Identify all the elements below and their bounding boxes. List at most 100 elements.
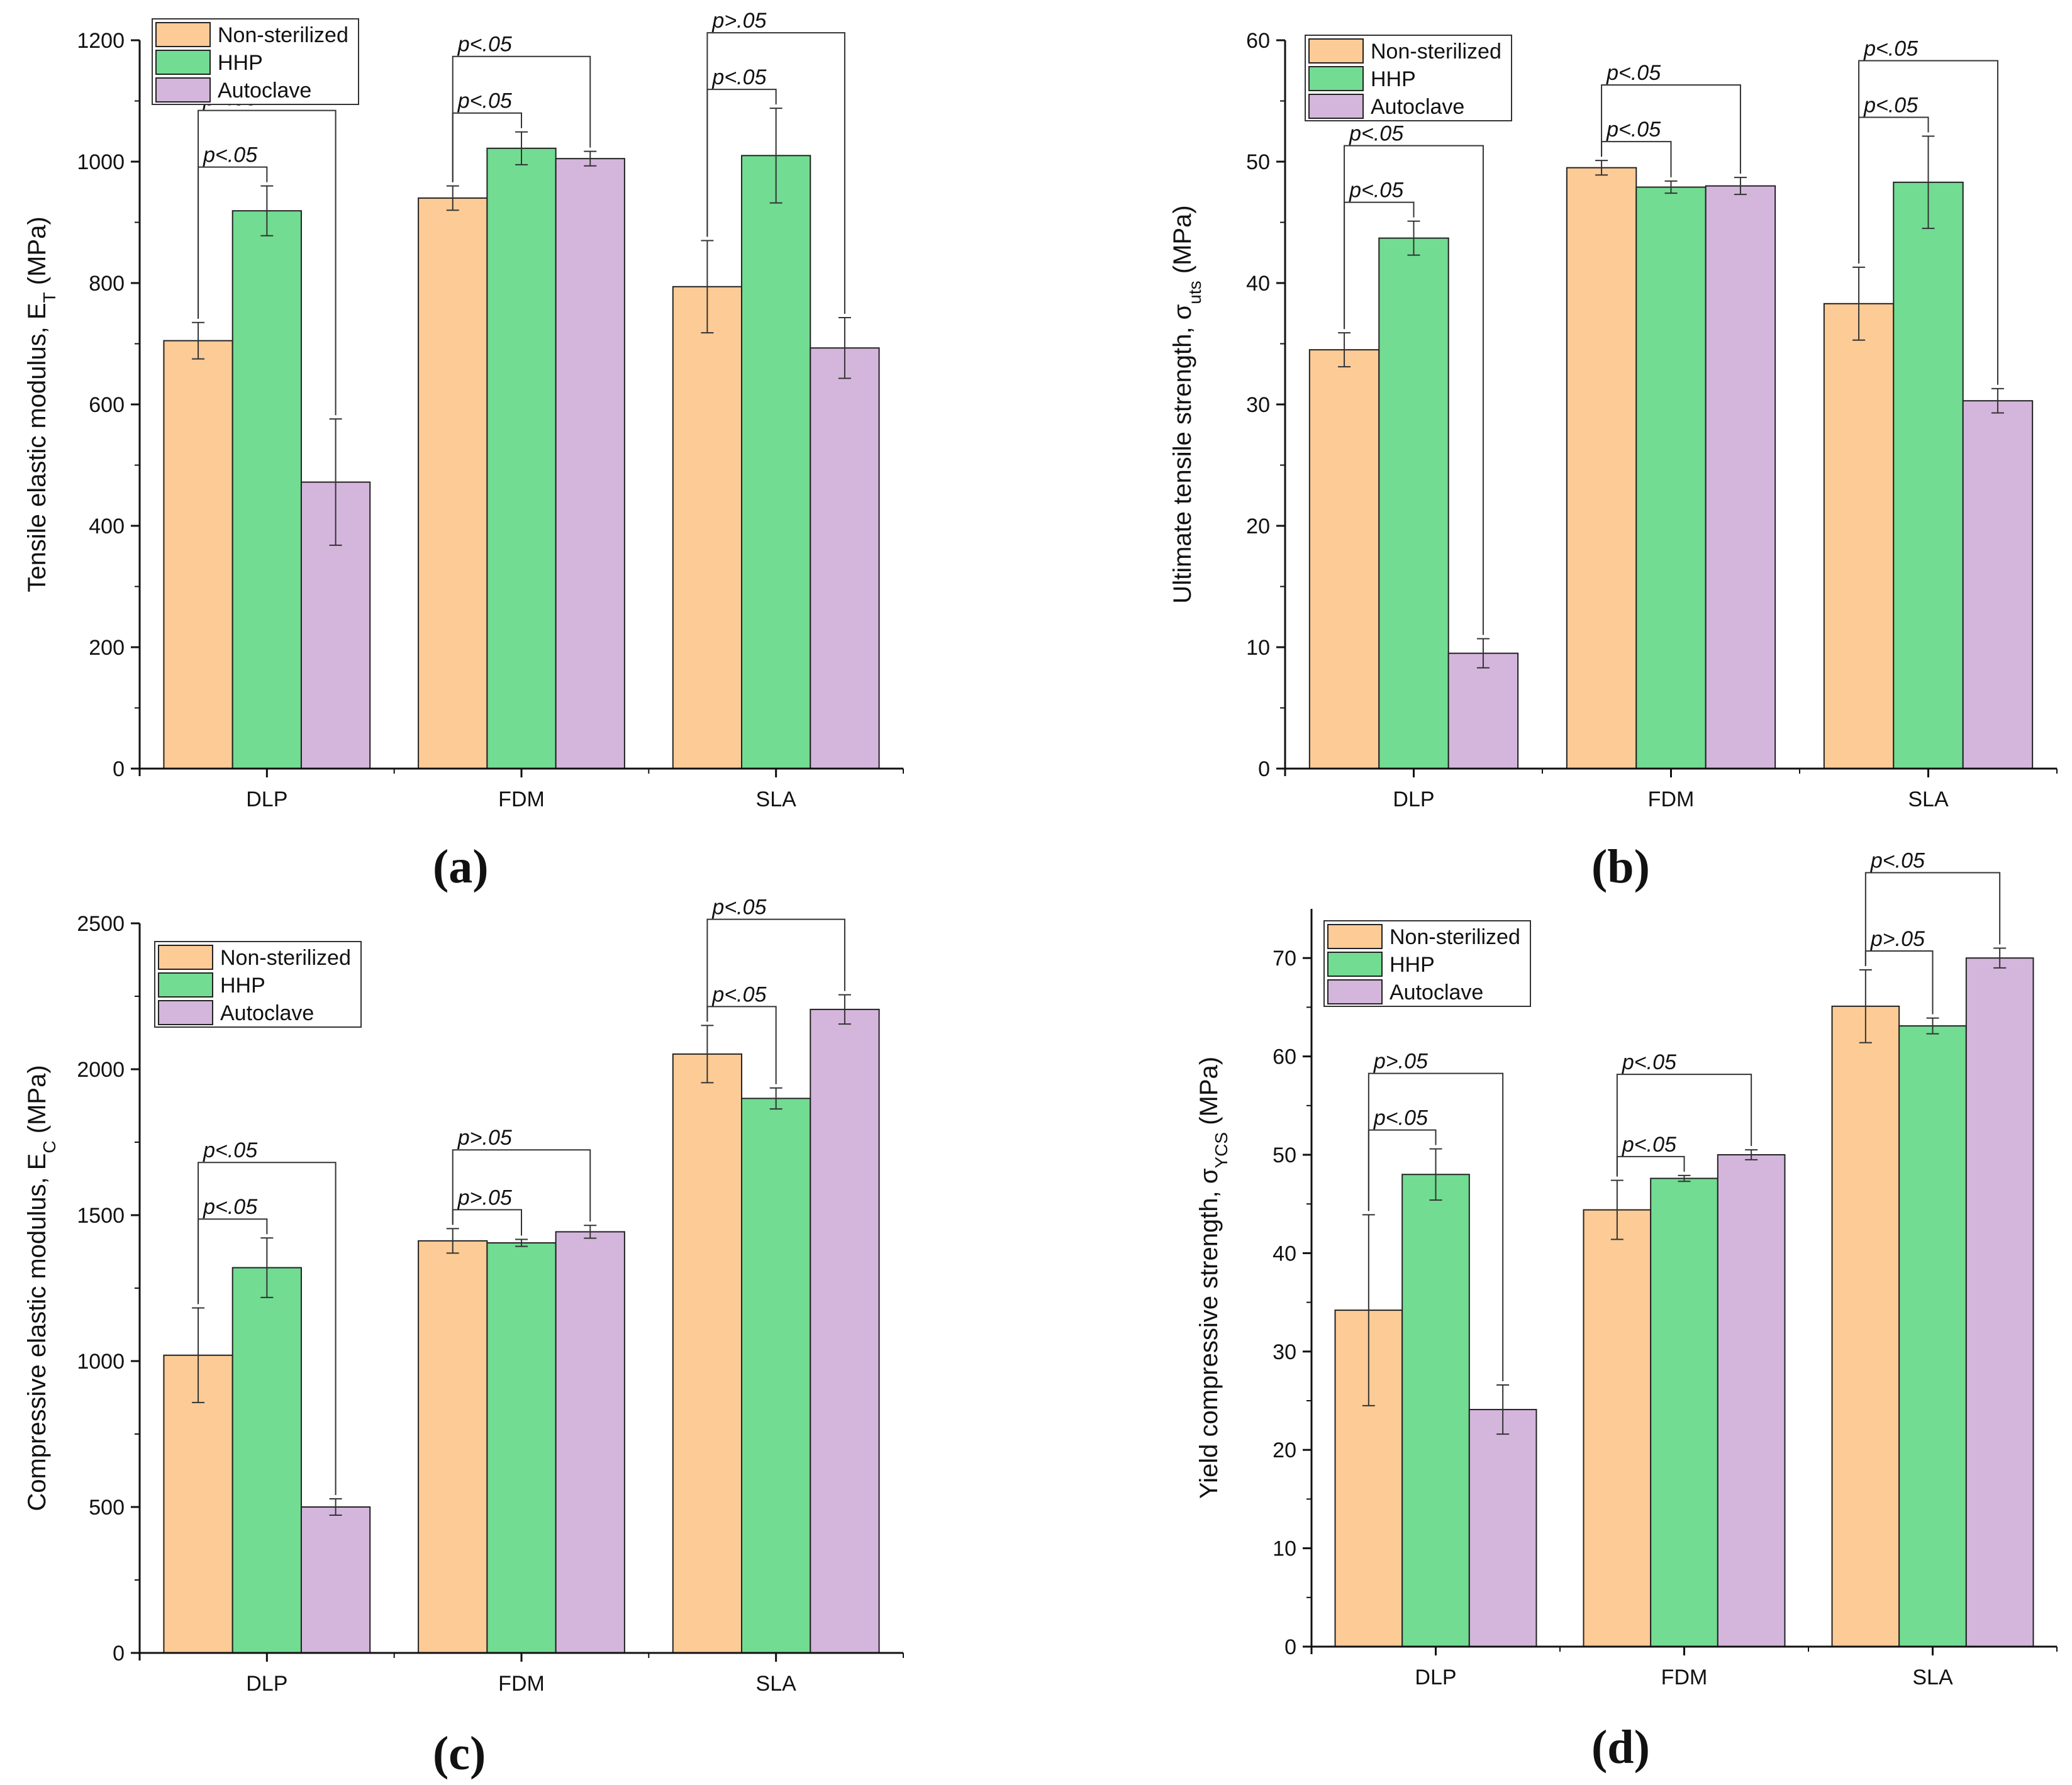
x-tick-label-dlp: DLP bbox=[246, 1672, 287, 1696]
bracket-line bbox=[452, 1149, 591, 1225]
bar-hhp-fdm bbox=[486, 1242, 557, 1654]
error-bar-non-sterilized-sla bbox=[701, 1025, 714, 1084]
legend: Non-sterilized HHP Autoclave bbox=[1323, 920, 1531, 1007]
legend-swatch-non-sterilized bbox=[1308, 38, 1364, 64]
bar-non-sterilized-fdm bbox=[418, 1240, 488, 1654]
error-bar-hhp-dlp bbox=[260, 185, 274, 236]
bracket-line bbox=[198, 1162, 337, 1496]
y-tick-label: 0 bbox=[113, 1642, 125, 1665]
legend: Non-sterilized HHP Autoclave bbox=[1305, 35, 1512, 121]
y-tick-label: 30 bbox=[1273, 1340, 1296, 1364]
panel-label-c: (c) bbox=[433, 1727, 486, 1780]
y-axis-label: Yield compressive strength, σYCS (MPa) bbox=[1195, 1057, 1231, 1499]
y-tick-label: 30 bbox=[1246, 393, 1270, 417]
bracket-line bbox=[1864, 950, 1934, 1015]
y-tick-label: 60 bbox=[1273, 1045, 1296, 1069]
significance-label: p<.05 bbox=[1606, 61, 1661, 85]
bar-non-sterilized-sla bbox=[672, 1053, 743, 1654]
bar-autoclave-sla bbox=[810, 1008, 880, 1654]
panel-label-b: (b) bbox=[1591, 840, 1650, 893]
error-bar-hhp-sla bbox=[1926, 1017, 1939, 1035]
axes bbox=[1278, 40, 2057, 776]
significance-bracket-dlp-2 bbox=[1367, 1072, 1504, 1381]
significance-bracket-dlp-2 bbox=[1344, 145, 1484, 635]
panel-label-d: (d) bbox=[1591, 1721, 1650, 1774]
error-bar-hhp-sla bbox=[1922, 135, 1935, 230]
y-tick-label: 50 bbox=[1273, 1143, 1296, 1167]
legend-swatch-autoclave bbox=[155, 77, 211, 103]
bar-hhp-sla bbox=[1893, 181, 1964, 769]
x-tick-label-dlp: DLP bbox=[1393, 787, 1434, 811]
error-bar-non-sterilized-sla bbox=[1859, 969, 1872, 1043]
bar-non-sterilized-sla bbox=[1831, 1005, 1900, 1648]
y-tick-label: 10 bbox=[1273, 1537, 1296, 1561]
significance-label: p>.05 bbox=[1373, 1050, 1428, 1074]
chart-panel-c: p<.05 p<.05 p>.05 p>.05 p<.05 p<.05 0 500 1000 15… bbox=[23, 896, 904, 1696]
y-tick-label: 1500 bbox=[77, 1204, 125, 1228]
legend-label-non-sterilized: Non-sterilized bbox=[1371, 40, 1501, 64]
legend: Non-sterilized HHP Autoclave bbox=[152, 18, 359, 105]
error-bar-hhp-dlp bbox=[260, 1237, 274, 1298]
error-bar-non-sterilized-sla bbox=[1852, 266, 1866, 341]
y-tick-label: 800 bbox=[89, 272, 125, 296]
x-tick-label-sla: SLA bbox=[756, 787, 797, 811]
error-bar-autoclave-fdm bbox=[584, 1225, 597, 1239]
significance-label: p<.05 bbox=[711, 896, 766, 920]
error-bar-hhp-dlp bbox=[1429, 1148, 1442, 1201]
bar-non-sterilized-sla bbox=[672, 286, 743, 770]
bar-autoclave-fdm bbox=[555, 1231, 625, 1654]
legend-swatch-autoclave bbox=[1327, 979, 1383, 1004]
y-tick-label: 70 bbox=[1273, 947, 1296, 970]
error-bar-autoclave-fdm bbox=[1734, 177, 1747, 196]
bar-hhp-fdm bbox=[1635, 186, 1707, 769]
bracket-line bbox=[1601, 84, 1741, 174]
axes bbox=[132, 923, 903, 1660]
significance-bracket-sla-2 bbox=[1864, 872, 2001, 966]
legend-label-non-sterilized: Non-sterilized bbox=[218, 23, 348, 47]
bar-hhp-sla bbox=[741, 155, 811, 770]
error-bar-autoclave-sla bbox=[838, 994, 851, 1025]
y-tick-label: 400 bbox=[89, 514, 125, 538]
bracket-line bbox=[706, 32, 845, 314]
error-bar-non-sterilized-dlp bbox=[1362, 1214, 1375, 1406]
x-tick-label-fdm: FDM bbox=[1661, 1665, 1708, 1689]
legend-swatch-non-sterilized bbox=[155, 22, 211, 47]
y-tick-label: 0 bbox=[113, 757, 125, 781]
legend-label-autoclave: Autoclave bbox=[218, 79, 311, 103]
bar-hhp-fdm bbox=[486, 147, 557, 769]
significance-bracket-fdm-2 bbox=[1616, 1074, 1752, 1177]
significance-bracket-dlp-2 bbox=[198, 1162, 337, 1496]
legend-swatch-non-sterilized bbox=[158, 945, 213, 970]
y-tick-label: 50 bbox=[1246, 150, 1270, 174]
axes bbox=[132, 40, 903, 776]
x-tick-label-fdm: FDM bbox=[1648, 787, 1695, 811]
bar-autoclave-fdm bbox=[1717, 1154, 1786, 1647]
error-bar-non-sterilized-dlp bbox=[192, 321, 205, 360]
error-bar-autoclave-dlp bbox=[1476, 638, 1490, 669]
y-axis-label: Compressive elastic modulus, EC (MPa) bbox=[23, 1065, 59, 1511]
y-tick-label: 0 bbox=[1258, 757, 1270, 781]
chart-panel-d: p<.05 p>.05 p<.05 p<.05 p>.05 p<.05 0 10 20 30 40 5… bbox=[1195, 849, 2058, 1689]
x-tick-label-sla: SLA bbox=[1908, 787, 1949, 811]
significance-label: p<.05 bbox=[1349, 179, 1403, 203]
legend-swatch-hhp bbox=[155, 50, 211, 75]
legend-label-hhp: HHP bbox=[218, 51, 263, 75]
significance-bracket-sla-2 bbox=[1858, 60, 1998, 385]
x-tick-label-fdm: FDM bbox=[498, 1672, 545, 1696]
significance-bracket-sla-1 bbox=[1864, 950, 1934, 1015]
significance-label: p<.05 bbox=[1863, 36, 1918, 60]
legend-label-hhp: HHP bbox=[1371, 67, 1416, 91]
legend-swatch-autoclave bbox=[158, 1000, 213, 1025]
significance-label: p<.05 bbox=[203, 1195, 257, 1219]
y-tick-label: 0 bbox=[1284, 1635, 1296, 1659]
y-tick-label: 40 bbox=[1246, 272, 1270, 296]
significance-bracket-fdm-1 bbox=[1616, 1155, 1685, 1177]
error-bar-autoclave-dlp bbox=[1496, 1384, 1510, 1435]
significance-bracket-dlp-2 bbox=[198, 109, 337, 416]
bar-non-sterilized-fdm bbox=[418, 197, 488, 769]
y-tick-label: 2500 bbox=[77, 912, 125, 936]
error-bar-hhp-dlp bbox=[1407, 220, 1420, 256]
significance-label: p<.05 bbox=[457, 33, 512, 57]
significance-label: p<.05 bbox=[1622, 1050, 1676, 1074]
